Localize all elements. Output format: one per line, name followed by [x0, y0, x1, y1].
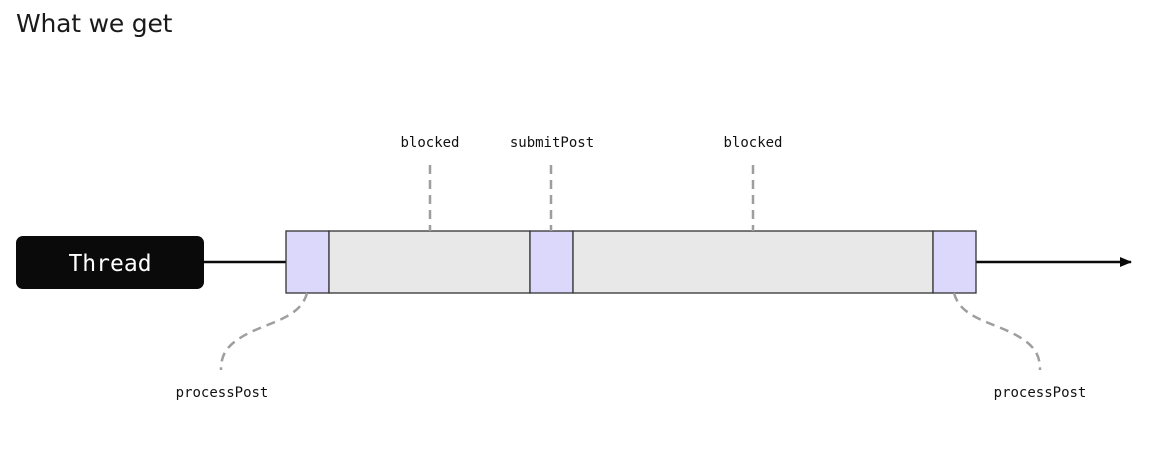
segment-blocked-1 [328, 230, 531, 294]
label-process-post-end: processPost [994, 385, 1087, 401]
thread-box [16, 236, 204, 289]
segment-blocked-2 [572, 230, 934, 294]
segment-submit-post [529, 230, 574, 294]
leader-process-post-end [952, 292, 1042, 371]
label-blocked-2: blocked [723, 135, 782, 151]
page-title: What we get [16, 9, 173, 38]
label-submit-post: submitPost [510, 135, 594, 151]
label-process-post-start: processPost [176, 385, 269, 401]
segment-process-post-start [285, 230, 330, 294]
thread-label: Thread [68, 251, 151, 277]
leader-process-post-start [219, 292, 309, 371]
segment-process-post-end [932, 230, 977, 294]
label-blocked-1: blocked [400, 135, 459, 151]
